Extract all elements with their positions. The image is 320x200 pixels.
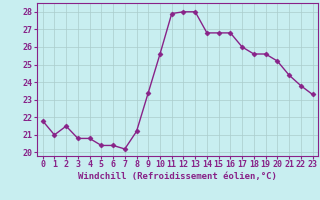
X-axis label: Windchill (Refroidissement éolien,°C): Windchill (Refroidissement éolien,°C) [78,172,277,181]
